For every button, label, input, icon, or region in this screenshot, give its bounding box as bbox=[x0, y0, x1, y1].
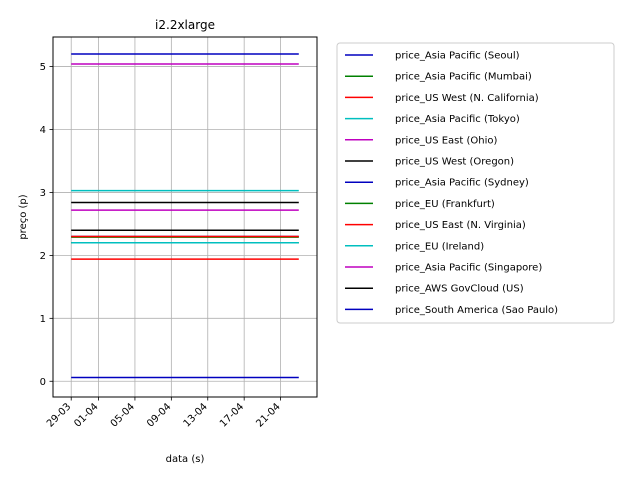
legend-entry: price_US East (Ohio) bbox=[395, 135, 497, 146]
legend-entry: price_Asia Pacific (Tokyo) bbox=[395, 114, 520, 125]
x-tick-label: 09-04 bbox=[145, 401, 173, 429]
y-tick-label: 5 bbox=[40, 62, 46, 73]
y-axis-label: preço (p) bbox=[18, 194, 29, 239]
x-axis-label: data (s) bbox=[166, 454, 205, 465]
y-tick-label: 4 bbox=[40, 125, 46, 136]
x-tick-label: 29-03 bbox=[45, 401, 73, 429]
legend-entry: price_EU (Frankfurt) bbox=[395, 199, 495, 210]
chart-title: i2.2xlarge bbox=[155, 18, 215, 32]
legend-entry: price_EU (Ireland) bbox=[395, 241, 484, 252]
plot-frame bbox=[52, 36, 318, 398]
legend-entry: price_Asia Pacific (Sydney) bbox=[395, 178, 529, 189]
y-tick-label: 3 bbox=[40, 188, 46, 199]
legend: price_Asia Pacific (Seoul) price_Asia Pac… bbox=[336, 42, 615, 324]
y-axis: 0 1 2 3 4 5 bbox=[40, 62, 53, 388]
legend-entry: price_Asia Pacific (Mumbai) bbox=[395, 72, 532, 83]
legend-entry: price_Asia Pacific (Seoul) bbox=[395, 51, 520, 62]
legend-entry: price_US East (N. Virginia) bbox=[395, 220, 526, 231]
y-tick-label: 2 bbox=[40, 251, 46, 262]
x-tick-label: 13-04 bbox=[182, 401, 210, 429]
y-tick-label: 1 bbox=[40, 314, 46, 325]
legend-entry: price_South America (Sao Paulo) bbox=[395, 305, 558, 316]
legend-entry: price_Asia Pacific (Singapore) bbox=[395, 263, 542, 274]
x-tick-label: 17-04 bbox=[218, 401, 246, 429]
grid bbox=[53, 37, 317, 397]
series-lines bbox=[71, 53, 299, 379]
x-tick-label: 05-04 bbox=[109, 401, 137, 429]
legend-entry: price_US West (Oregon) bbox=[395, 157, 514, 168]
legend-entry: price_AWS GovCloud (US) bbox=[395, 284, 524, 295]
legend-frame bbox=[336, 42, 615, 324]
legend-entry: price_US West (N. California) bbox=[395, 93, 539, 104]
x-tick-label: 01-04 bbox=[72, 401, 100, 429]
y-tick-label: 0 bbox=[40, 377, 46, 388]
x-tick-label: 21-04 bbox=[254, 401, 282, 429]
